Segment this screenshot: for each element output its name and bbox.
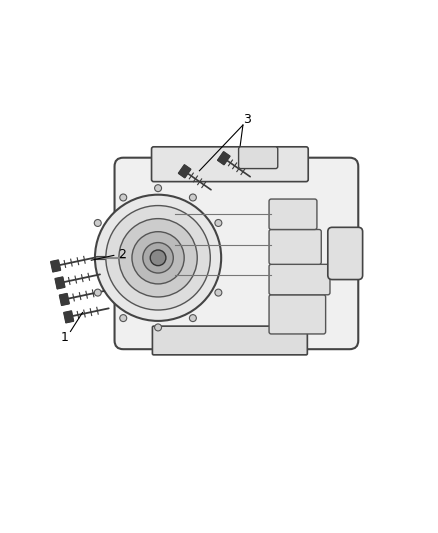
FancyBboxPatch shape <box>328 228 363 279</box>
Polygon shape <box>218 152 230 165</box>
Circle shape <box>155 324 162 331</box>
FancyBboxPatch shape <box>115 158 358 349</box>
Circle shape <box>106 206 210 310</box>
Circle shape <box>155 184 162 192</box>
Polygon shape <box>55 277 65 289</box>
Circle shape <box>143 243 173 273</box>
Circle shape <box>150 250 166 265</box>
FancyBboxPatch shape <box>239 147 278 168</box>
Circle shape <box>120 314 127 321</box>
Text: 3: 3 <box>244 113 251 126</box>
FancyBboxPatch shape <box>152 147 308 182</box>
Circle shape <box>95 195 221 321</box>
Circle shape <box>119 219 197 297</box>
Circle shape <box>189 194 196 201</box>
FancyBboxPatch shape <box>152 326 307 355</box>
Polygon shape <box>64 311 74 323</box>
FancyBboxPatch shape <box>269 230 321 264</box>
Polygon shape <box>178 165 191 178</box>
Circle shape <box>215 289 222 296</box>
Circle shape <box>189 314 196 321</box>
Circle shape <box>132 232 184 284</box>
FancyBboxPatch shape <box>269 199 317 230</box>
Circle shape <box>120 194 127 201</box>
Polygon shape <box>60 294 69 305</box>
Circle shape <box>94 220 101 227</box>
Text: 1: 1 <box>60 331 68 344</box>
Circle shape <box>215 220 222 227</box>
Circle shape <box>94 289 101 296</box>
FancyBboxPatch shape <box>269 264 330 295</box>
Polygon shape <box>51 260 60 272</box>
FancyBboxPatch shape <box>269 295 325 334</box>
Text: 2: 2 <box>118 248 126 261</box>
